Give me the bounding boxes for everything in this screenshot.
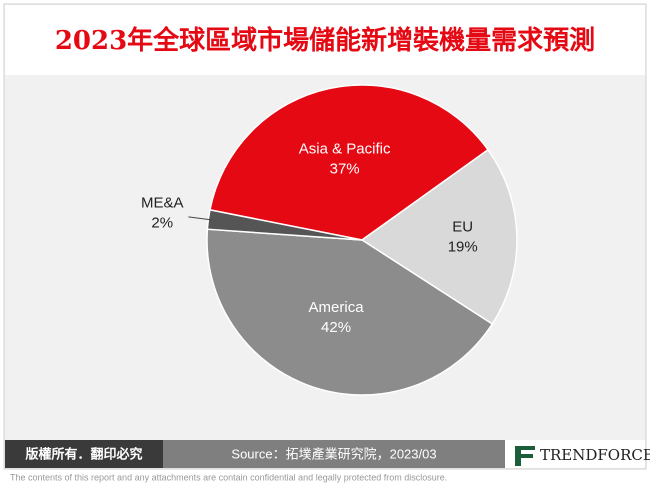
slice xyxy=(209,84,490,241)
rights: 版權所有．翻印必究 xyxy=(25,446,142,461)
logo-icon xyxy=(515,446,535,466)
value-label: 19% xyxy=(448,239,478,256)
value-label: 2% xyxy=(151,214,173,231)
slice-label: Asia & Pacific xyxy=(299,141,391,158)
source: Source：拓墣產業研究院，2023/03 xyxy=(231,446,436,461)
disclaimer: The contents of this report and any atta… xyxy=(10,472,447,482)
value-label: 42% xyxy=(321,319,351,336)
chart-title: 2023年全球區域市場儲能新增裝機量需求預測 xyxy=(55,25,595,56)
source-box xyxy=(163,440,505,468)
slice xyxy=(206,228,494,396)
leader-line xyxy=(188,216,212,221)
title-band xyxy=(5,5,645,75)
slice-label: ME&A xyxy=(141,194,184,211)
slice xyxy=(360,148,518,326)
rights-box xyxy=(5,440,163,468)
logo: TRENDFORCE xyxy=(540,446,650,464)
slice-label: America xyxy=(309,299,365,316)
slice-label: EU xyxy=(452,219,473,236)
value-label: 37% xyxy=(330,161,360,178)
pie: Asia & Pacific 37% EU 19% America 42% ME&A 2% xyxy=(141,84,518,396)
